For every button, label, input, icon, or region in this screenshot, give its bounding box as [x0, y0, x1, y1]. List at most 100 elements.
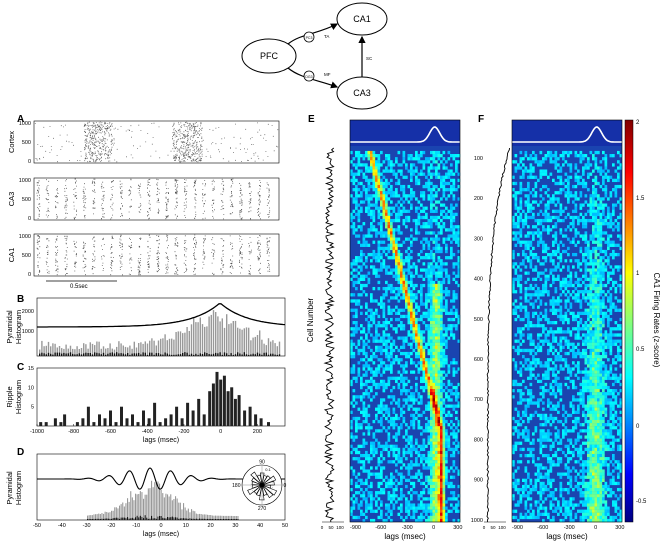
- d-bar: [224, 515, 226, 520]
- heatmap-cell: [457, 231, 461, 235]
- heatmap-cell: [432, 497, 436, 501]
- heatmap-cell: [382, 200, 386, 204]
- heatmap-cell: [567, 163, 570, 167]
- heatmap-cell: [437, 512, 441, 517]
- d-bar-dark: [163, 518, 165, 520]
- heatmap-cell: [387, 237, 391, 241]
- heatmap-cell: [382, 286, 386, 291]
- heatmap-cell: [522, 157, 525, 161]
- heatmap-cell: [375, 373, 378, 377]
- heatmap-cell: [450, 419, 453, 424]
- heatmap-cell: [355, 280, 358, 285]
- heatmap-cell: [360, 358, 363, 362]
- heatmap-cell: [397, 209, 401, 213]
- heatmap-cell: [455, 296, 458, 300]
- heatmap-cell: [579, 249, 583, 254]
- heatmap-cell: [579, 181, 583, 186]
- heatmap-cell: [375, 503, 378, 507]
- hist-bar-dark: [58, 352, 61, 356]
- heatmap-cell: [430, 506, 433, 510]
- heatmap-cell: [372, 395, 376, 399]
- heatmap-cell: [440, 364, 443, 368]
- heatmap-cell: [437, 302, 441, 306]
- heatmap-cell: [432, 172, 436, 176]
- heatmap-cell: [559, 252, 563, 257]
- heatmap-cell: [380, 453, 383, 458]
- heatmap-cell: [430, 416, 433, 421]
- heatmap-cell: [385, 367, 388, 371]
- heatmap-cell: [455, 280, 458, 285]
- heatmap-cell: [430, 370, 433, 374]
- hist-bar-dark: [197, 354, 199, 356]
- heatmap-cell: [387, 231, 391, 235]
- heatmap-cell: [417, 290, 421, 294]
- heatmap-cell: [372, 447, 376, 452]
- heatmap-cell: [422, 348, 426, 353]
- heatmap-cell: [579, 194, 583, 198]
- heatmap-cell: [362, 327, 366, 331]
- heatmap-cell: [447, 290, 451, 294]
- heatmap-cell: [360, 466, 363, 470]
- heatmap-cell: [584, 351, 588, 356]
- heatmap-cell: [512, 222, 515, 226]
- heatmap-cell: [532, 305, 535, 309]
- heatmap-cell: [375, 450, 378, 455]
- heatmap-cell: [417, 200, 421, 204]
- heatmap-cell: [599, 215, 603, 220]
- heatmap-cell: [612, 280, 615, 285]
- heatmap-cell: [435, 487, 438, 492]
- heatmap-cell: [559, 358, 563, 362]
- heatmap-cell: [592, 259, 595, 263]
- heatmap-cell: [452, 188, 456, 192]
- heatmap-cell: [442, 351, 446, 356]
- heatmap-cell: [390, 395, 393, 399]
- heatmap-cell: [427, 379, 431, 384]
- hist-bar: [45, 345, 47, 356]
- heatmap-cell: [567, 364, 570, 368]
- heatmap-cell: [592, 268, 595, 272]
- heatmap-cell: [457, 265, 461, 269]
- heatmap-cell: [402, 274, 406, 278]
- panel-label-d: D: [17, 447, 24, 458]
- heatmap-cell: [435, 277, 438, 281]
- heatmap-cell: [542, 169, 545, 173]
- heatmap-cell: [430, 293, 433, 297]
- heatmap-cell: [517, 283, 520, 288]
- heatmap-cell: [604, 333, 608, 337]
- heatmap-cell: [380, 240, 383, 244]
- heatmap-cell: [597, 246, 600, 251]
- heatmap-cell: [614, 243, 618, 247]
- hist-bar: [43, 346, 45, 356]
- heatmap-cell: [422, 453, 426, 458]
- heatmap-cell: [402, 389, 406, 393]
- heatmap-cell: [599, 330, 603, 334]
- heatmap-cell: [572, 209, 575, 213]
- heatmap-cell: [597, 333, 600, 337]
- heatmap-cell: [582, 348, 585, 353]
- heatmap-cell: [382, 160, 386, 164]
- heatmap-cell: [450, 432, 453, 436]
- heatmap-cell: [437, 426, 441, 430]
- heatmap-cell: [390, 308, 393, 312]
- heatmap-cell: [397, 404, 401, 408]
- heatmap-cell: [542, 262, 545, 266]
- heatmap-cell: [367, 367, 371, 371]
- heatmap-cell: [395, 438, 398, 442]
- hist-bar: [278, 341, 281, 356]
- heatmap-cell: [362, 494, 366, 498]
- heatmap-cell: [554, 160, 558, 164]
- heatmap-cell: [604, 194, 608, 198]
- heatmap-cell: [617, 228, 620, 232]
- d-bar: [96, 514, 98, 520]
- hist-bar: [261, 339, 263, 356]
- heatmap-cell: [440, 228, 443, 232]
- heatmap-cell: [362, 481, 366, 486]
- heatmap-cell: [564, 286, 568, 291]
- heatmap-cell: [445, 450, 448, 455]
- heatmap-cell: [519, 327, 523, 331]
- heatmap-cell: [350, 450, 353, 455]
- heatmap-cell: [574, 252, 578, 257]
- heatmap-cell: [455, 311, 458, 316]
- heatmap-cell: [559, 348, 563, 353]
